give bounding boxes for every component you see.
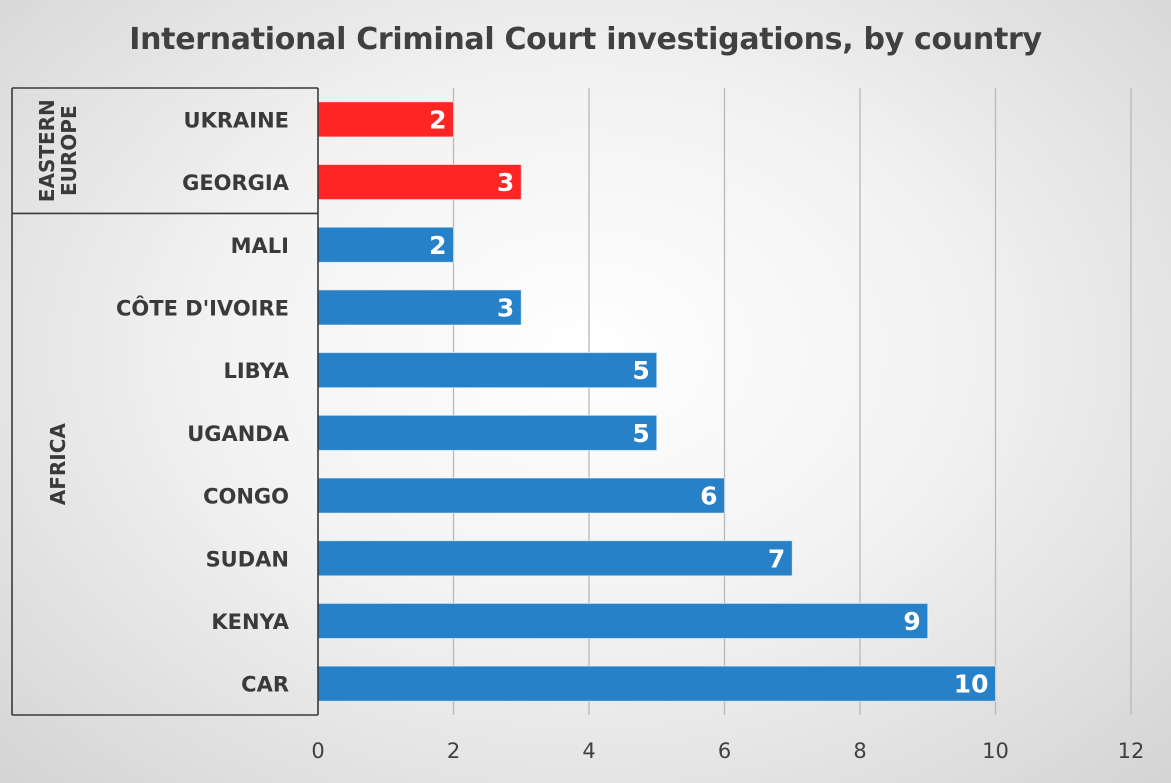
bar-libya (317, 352, 658, 389)
data-label-congo: 6 (700, 482, 717, 511)
bar-sudan (317, 540, 793, 577)
data-label-georgia: 3 (497, 168, 514, 197)
bar-kenya (317, 602, 929, 640)
category-label-libya: LIBYA (223, 359, 289, 383)
x-tick-label: 4 (582, 739, 595, 763)
category-label-cote-d-ivoire: CÔTE D'IVOIRE (116, 295, 289, 320)
group-label-africa: AFRICA (46, 423, 70, 506)
bar-car (317, 665, 996, 702)
category-label-kenya: KENYA (211, 610, 289, 634)
x-tick-label: 8 (853, 739, 866, 763)
bar-cote-d-ivoire (317, 289, 522, 326)
data-label-libya: 5 (632, 356, 649, 385)
category-label-uganda: UGANDA (187, 422, 290, 446)
data-label-cote-d-ivoire: 3 (497, 293, 514, 322)
x-tick-label: 12 (1118, 739, 1145, 763)
x-tick-label: 6 (718, 739, 731, 763)
x-tick-label: 2 (447, 739, 460, 763)
data-label-uganda: 5 (632, 419, 649, 448)
category-label-car: CAR (241, 673, 289, 697)
data-label-ukraine: 2 (429, 105, 446, 134)
data-label-sudan: 7 (768, 544, 785, 573)
category-label-mali: MALI (231, 234, 289, 258)
bar-ukraine (317, 101, 454, 138)
data-label-mali: 2 (429, 231, 446, 260)
chart-title: International Criminal Court investigati… (129, 22, 1042, 57)
data-label-car: 10 (954, 670, 989, 699)
category-label-sudan: SUDAN (206, 547, 289, 571)
x-tick-label: 0 (311, 739, 324, 763)
bar-uganda (317, 414, 658, 451)
x-tick-label: 10 (982, 739, 1009, 763)
group-label-eastern-europe: EUROPE (57, 105, 81, 196)
group-label-eastern-europe: EASTERN (35, 99, 59, 202)
bar-georgia (317, 163, 522, 201)
category-label-ukraine: UKRAINE (184, 108, 289, 132)
category-label-georgia: GEORGIA (182, 171, 290, 195)
bar-congo (317, 477, 725, 514)
category-label-congo: CONGO (203, 485, 289, 509)
data-label-kenya: 9 (903, 607, 920, 636)
